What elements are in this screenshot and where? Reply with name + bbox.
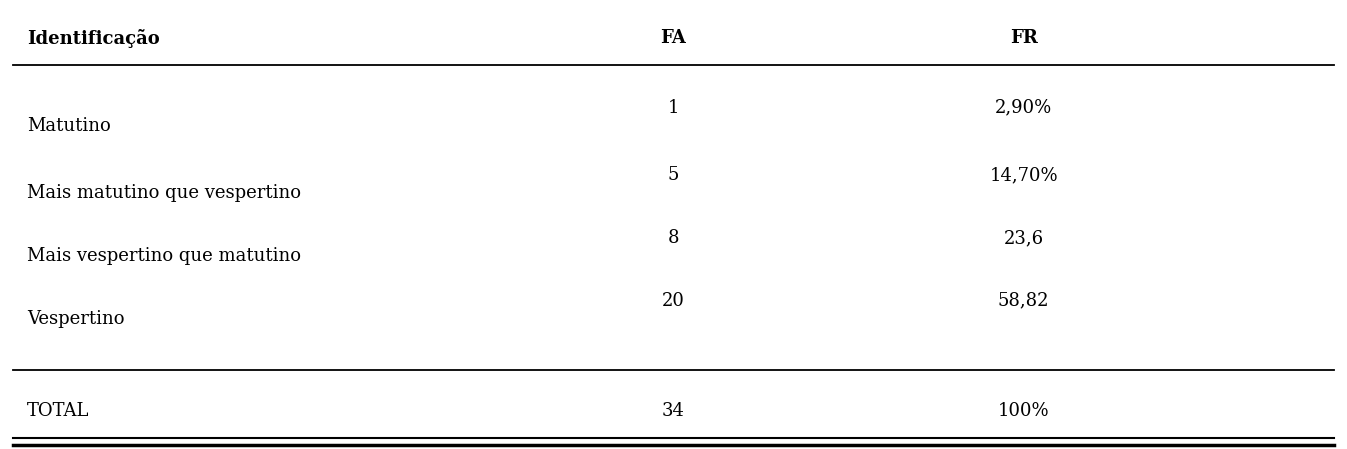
Text: Vespertino: Vespertino	[27, 310, 124, 328]
Text: Mais vespertino que matutino: Mais vespertino que matutino	[27, 247, 300, 265]
Text: 100%: 100%	[998, 402, 1049, 420]
Text: 58,82: 58,82	[998, 292, 1049, 310]
Text: 2,90%: 2,90%	[995, 99, 1052, 117]
Text: TOTAL: TOTAL	[27, 402, 89, 420]
Text: FA: FA	[660, 29, 687, 47]
Text: 20: 20	[663, 292, 684, 310]
Text: 1: 1	[668, 99, 679, 117]
Text: 8: 8	[668, 229, 679, 247]
Text: 23,6: 23,6	[1004, 229, 1044, 247]
Text: 14,70%: 14,70%	[990, 166, 1057, 184]
Text: 34: 34	[663, 402, 684, 420]
Text: Matutino: Matutino	[27, 117, 110, 135]
Text: Identificação: Identificação	[27, 29, 160, 48]
Text: FR: FR	[1010, 29, 1037, 47]
Text: Mais matutino que vespertino: Mais matutino que vespertino	[27, 184, 300, 202]
Text: 5: 5	[668, 166, 679, 184]
